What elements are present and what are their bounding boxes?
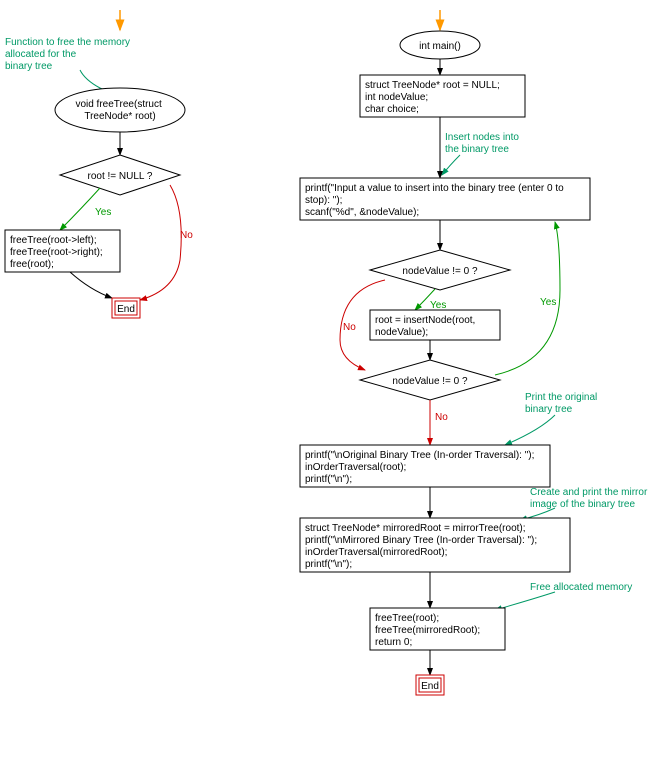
comment-freemem: Free allocated memory bbox=[530, 582, 632, 593]
comment-mirror: Create and print the mirror image of the… bbox=[530, 487, 650, 510]
left-yes-label: Yes bbox=[95, 207, 111, 218]
left-decision-text: root != NULL ? bbox=[88, 171, 153, 182]
left-no-label: No bbox=[180, 230, 193, 241]
comment-insert: Insert nodes into the binary tree bbox=[445, 132, 522, 155]
comment-printorig: Print the original binary tree bbox=[525, 392, 600, 415]
right-no2-label: No bbox=[435, 412, 448, 423]
left-func-text: void freeTree(struct TreeNode* root) bbox=[75, 99, 164, 122]
comment-freetree: Function to free the memory allocated fo… bbox=[5, 37, 133, 72]
comment-freemem-line bbox=[495, 592, 555, 610]
right-decision1-text: nodeValue != 0 ? bbox=[402, 266, 478, 277]
right-decision2-text: nodeValue != 0 ? bbox=[392, 376, 468, 387]
left-func-ellipse bbox=[55, 88, 185, 132]
right-no1-label: No bbox=[343, 322, 356, 333]
right-yes2-label: Yes bbox=[540, 297, 556, 308]
left-process-to-end bbox=[70, 272, 112, 298]
left-no-path bbox=[140, 185, 181, 300]
left-yes-path bbox=[60, 188, 100, 230]
comment-printorig-line bbox=[505, 415, 555, 445]
right-main-text: int main() bbox=[419, 41, 461, 52]
right-end-text: End bbox=[421, 681, 439, 692]
left-end-text: End bbox=[117, 304, 135, 315]
comment-insert-line bbox=[442, 155, 460, 175]
right-yes1-label: Yes bbox=[430, 300, 446, 311]
